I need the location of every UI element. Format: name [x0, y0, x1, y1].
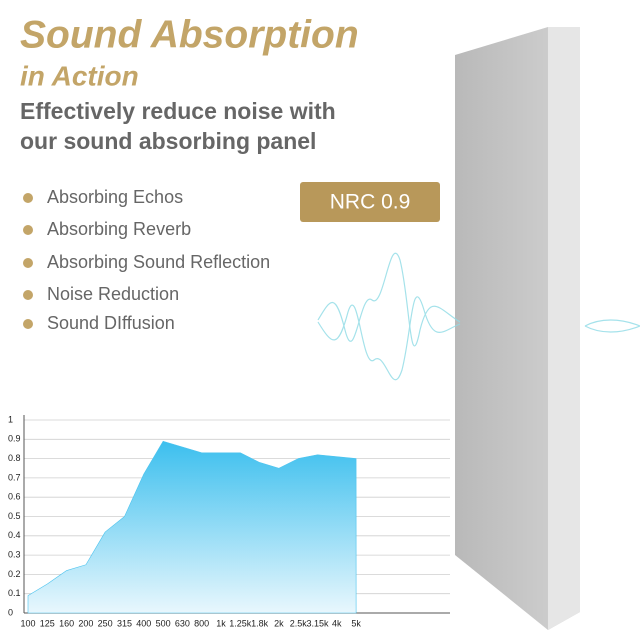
x-tick-label: 400: [136, 618, 151, 628]
x-tick-label: 630: [175, 618, 190, 628]
x-tick-label: 3.15k: [306, 618, 329, 628]
y-tick-label: 0.6: [8, 492, 21, 502]
x-tick-label: 2k: [274, 618, 284, 628]
y-tick-label: 0.2: [8, 569, 21, 579]
y-tick-label: 0.3: [8, 549, 21, 559]
panel: [455, 27, 580, 630]
y-tick-label: 1: [8, 414, 13, 424]
x-tick-label: 100: [20, 618, 35, 628]
x-tick-label: 1.25k: [229, 618, 252, 628]
x-tick-label: 1.8k: [251, 618, 269, 628]
bullet: [23, 225, 33, 235]
x-tick-label: 160: [59, 618, 74, 628]
feature: Sound DIffusion: [47, 313, 175, 333]
x-tick-label: 1k: [216, 618, 226, 628]
area: [27, 440, 357, 614]
y-tick-label: 0.8: [8, 453, 21, 463]
x-tick-label: 315: [117, 618, 132, 628]
x-tick-label: 500: [156, 618, 171, 628]
bullet: [23, 258, 33, 268]
x-tick-label: 250: [98, 618, 113, 628]
x-tick-label: 2.5k: [290, 618, 308, 628]
bullet: [23, 193, 33, 203]
y-tick-label: 0.5: [8, 511, 21, 521]
x-tick-label: 5k: [351, 618, 361, 628]
subtitle: our sound absorbing panel: [20, 128, 316, 154]
subtitle: Effectively reduce noise with: [20, 98, 336, 124]
x-tick-label: 4k: [332, 618, 342, 628]
y-tick-label: 0.9: [8, 434, 21, 444]
bullet: [23, 290, 33, 300]
sound-wave: [317, 252, 640, 381]
title-line2: in Action: [20, 60, 139, 91]
feature: Noise Reduction: [47, 284, 179, 304]
x-tick-label: 800: [194, 618, 209, 628]
y-tick-label: 0.7: [8, 472, 21, 482]
title: Sound Absorption: [20, 13, 359, 56]
feature: Absorbing Sound Reflection: [47, 252, 270, 272]
x-tick-label: 125: [40, 618, 55, 628]
feature: Absorbing Reverb: [47, 219, 191, 239]
x-tick-label: 200: [78, 618, 93, 628]
y-tick-label: 0.4: [8, 530, 21, 540]
badge: [300, 182, 440, 222]
y-tick-label: 0: [8, 607, 13, 617]
bullet: [23, 319, 33, 329]
chart: 0 0.1 0.2 0.3 0.4 0.5 0.6 0.7 0.8 0.9 1 100 125 160 20…: [8, 414, 450, 628]
feature: Absorbing Echos: [47, 187, 183, 207]
y-tick-label: 0.1: [8, 588, 21, 598]
features: Absorbing Echos Absorbing Reverb Absorbing…: [23, 187, 270, 333]
badge-text: NRC 0.9: [330, 191, 411, 214]
